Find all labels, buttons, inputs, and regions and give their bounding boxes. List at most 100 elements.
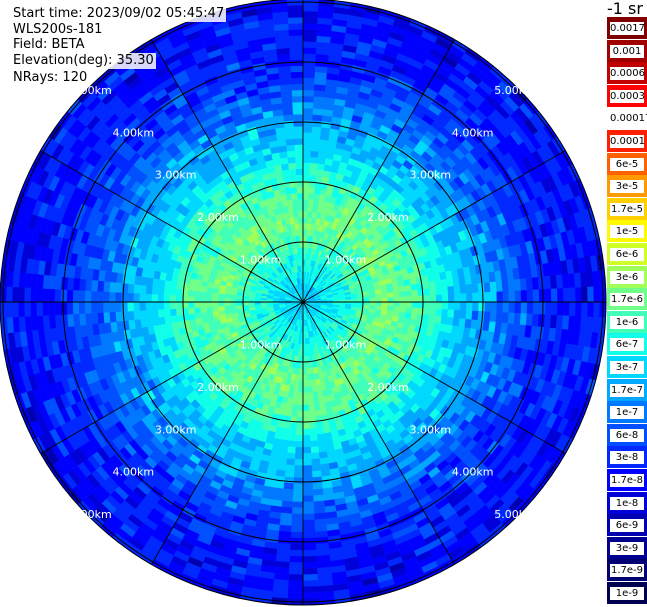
heatmap-cell [30,287,37,303]
heatmap-cell [550,301,558,316]
heatmap-cell [84,278,93,292]
heatmap-cell [501,312,510,324]
heatmap-cell [302,16,319,24]
heatmap-cell [393,301,401,308]
heatmap-cell [211,292,219,298]
heatmap-cell [48,301,56,316]
heatmap-cell [302,549,317,557]
heatmap-cell [302,4,319,12]
heatmap-cell [302,574,318,582]
heatmap-cell [164,315,172,325]
heatmap-cell [211,306,219,312]
heatmap-cell [302,410,310,418]
heatmap-cell [302,210,309,218]
heatmap-cell [187,307,195,315]
heatmap-cell [285,458,296,466]
heatmap-cell [454,301,461,311]
heatmap-cell [302,235,307,242]
heatmap-cell [441,294,449,303]
heatmap-cell [302,489,314,497]
heatmap-cell [205,301,213,308]
heatmap-cell [314,187,322,195]
heatmap-cell [284,409,292,417]
heatmap-cell [411,289,419,297]
heatmap-cell [103,280,111,293]
heatmap-cell [145,301,152,311]
heatmap-cell [569,287,576,303]
heatmap-cell [429,294,437,303]
heatmap-cell [472,292,479,303]
heatmap-cell [236,298,243,303]
heatmap-cell [78,313,87,326]
heatmap-cell [302,374,308,382]
heatmap-cell [447,293,455,303]
heatmap-cell [315,421,324,429]
heatmap-cell [84,301,92,314]
heatmap-cell [302,53,317,61]
heatmap-cell [309,428,318,436]
heatmap-cell [447,301,455,311]
heatmap-cell [302,192,309,200]
heatmap-cell [299,362,304,369]
heatmap-cell [411,295,419,303]
heatmap-cell [519,278,528,291]
heatmap-cell [302,156,311,164]
heatmap-cell [17,301,25,318]
heatmap-cell [223,297,231,303]
heatmap-cell [313,512,327,521]
heatmap-cell [291,507,304,515]
heatmap-cell [175,301,183,309]
heatmap-cell [297,386,304,394]
heatmap-cell [114,301,122,313]
heatmap-cell [302,229,308,236]
heatmap-cell [513,278,522,292]
heatmap-cell [307,198,315,206]
heatmap-cell [291,501,304,509]
heatmap-cell [538,301,546,315]
heatmap-cell [133,284,141,294]
heatmap-cell [275,554,290,563]
heatmap-cell [282,421,291,429]
heatmap-cell [484,301,492,313]
heatmap-cell [310,458,321,466]
heatmap-cell [109,311,117,323]
heatmap-cell [151,309,159,319]
heatmap-cell [314,409,322,417]
heatmap-cell [525,313,534,327]
heatmap-cell [316,554,331,563]
heatmap-cell [292,489,304,497]
heatmap-cell [302,101,314,109]
heatmap-cell [302,77,315,85]
heatmap-cell [302,174,310,182]
heatmap-cell [66,313,75,327]
heatmap-cell [562,287,570,303]
heatmap-cell [30,301,37,317]
heatmap-cell [286,446,296,454]
heatmap-cell [386,287,394,294]
heatmap-cell [302,65,316,73]
heatmap-cell [302,386,309,394]
heatmap-cell [218,305,225,312]
heatmap-cell [84,290,92,303]
heatmap-cell [96,280,105,292]
heatmap-cell [193,301,201,308]
heatmap-cell [399,301,407,308]
heatmap-cell [127,301,134,312]
heatmap-cell [562,301,570,317]
heatmap-cell [307,386,313,394]
heatmap-cell [133,301,140,312]
heatmap-cell [465,310,473,320]
heatmap-cell [316,163,326,171]
heatmap-cell [42,301,50,316]
heatmap-cell [151,285,159,295]
heatmap-cell [312,108,324,116]
heatmap-cell [96,312,105,324]
heatmap-cell [102,291,110,303]
heatmap-cell [453,309,461,319]
heatmap-cell [224,305,231,311]
heatmap-cell [532,289,540,303]
heatmap-cell [459,284,467,295]
heatmap-cell [310,440,319,448]
heatmap-cell [311,126,322,134]
heatmap-cell [5,301,13,318]
